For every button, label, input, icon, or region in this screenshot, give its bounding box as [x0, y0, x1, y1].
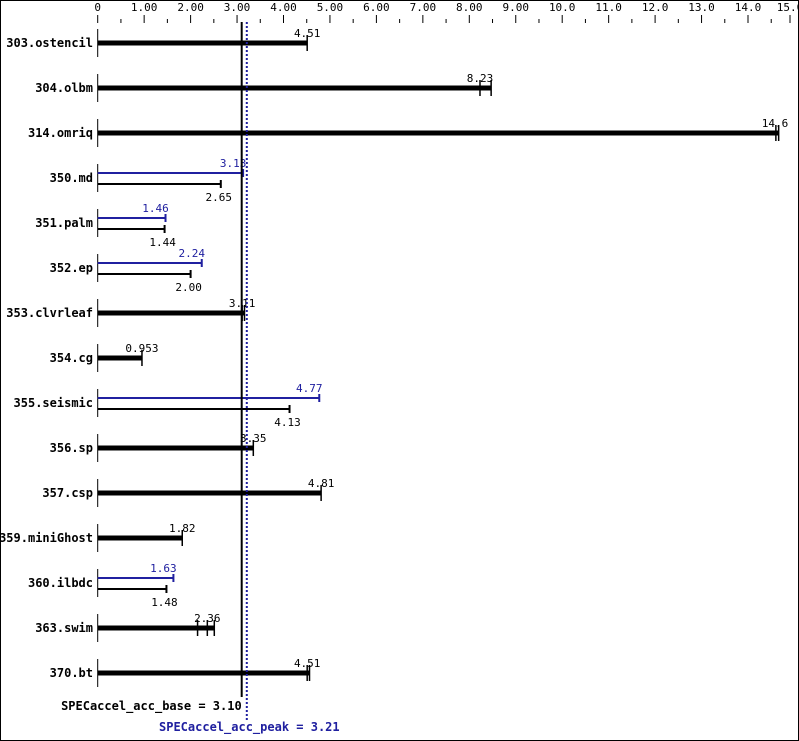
- benchmark-name: 354.cg: [50, 351, 93, 365]
- peak-value-label: 4.77: [296, 382, 323, 395]
- benchmark-name: 304.olbm: [35, 81, 93, 95]
- benchmark-row: 303.ostencil 4.51: [6, 27, 320, 57]
- tick-label: 9.00: [503, 1, 530, 14]
- tick-label: 7.00: [410, 1, 437, 14]
- tick-label: 11.0: [595, 1, 622, 14]
- base-value-label: 2.36: [194, 612, 221, 625]
- benchmark-row: 370.bt 4.51: [50, 657, 321, 687]
- benchmark-row: 304.olbm 8.23: [35, 72, 493, 102]
- x-axis: 0 1.00 2.00 3.00 4.00 5.00 6.00 7.00 8.00 9.00 10.…: [94, 1, 799, 23]
- benchmark-row: 352.ep 2.24 2.00: [50, 247, 206, 294]
- tick-label: 15.0: [777, 1, 799, 14]
- benchmark-row: 351.palm 1.46 1.44: [35, 202, 176, 249]
- benchmark-name: 303.ostencil: [6, 36, 93, 50]
- peak-summary-label: SPECaccel_acc_peak = 3.21: [159, 720, 340, 735]
- benchmark-row: 357.csp 4.81: [42, 477, 334, 507]
- base-value-label: 4.13: [274, 416, 301, 429]
- peak-value-label: 3.13: [220, 157, 247, 170]
- benchmark-name: 357.csp: [42, 486, 93, 500]
- benchmark-name: 351.palm: [35, 216, 93, 230]
- base-value-label: 1.82: [169, 522, 196, 535]
- base-value-label: 0.953: [125, 342, 158, 355]
- base-value-label: 1.44: [149, 236, 176, 249]
- tick-label: 4.00: [270, 1, 297, 14]
- benchmark-row: 354.cg 0.953: [50, 342, 159, 372]
- tick-label: 14.0: [735, 1, 762, 14]
- tick-label: 10.0: [549, 1, 576, 14]
- base-value-label: 14.6: [762, 117, 789, 130]
- tick-label: 13.0: [688, 1, 715, 14]
- tick-label: 8.00: [456, 1, 483, 14]
- benchmark-name: 359.miniGhost: [0, 531, 93, 545]
- benchmark-name: 356.sp: [50, 441, 93, 455]
- base-value-label: 2.65: [206, 191, 233, 204]
- benchmark-name: 314.omriq: [28, 126, 93, 140]
- base-summary-label: SPECaccel_acc_base = 3.10: [61, 699, 242, 714]
- tick-label: 2.00: [177, 1, 204, 14]
- benchmark-name: 360.ilbdc: [28, 576, 93, 590]
- base-value-label: 1.48: [151, 596, 178, 609]
- base-value-label: 8.23: [467, 72, 494, 85]
- benchmark-row: 363.swim 2.36: [35, 612, 221, 642]
- tick-label: 1.00: [131, 1, 158, 14]
- tick-label: 5.00: [317, 1, 344, 14]
- benchmark-row: 359.miniGhost 1.82: [0, 522, 195, 552]
- benchmark-row: 355.seismic 4.77 4.13: [14, 382, 323, 429]
- tick-label: 12.0: [642, 1, 669, 14]
- reference-lines: SPECaccel_acc_base = 3.10 SPECaccel_acc_p…: [61, 22, 340, 735]
- benchmark-name: 355.seismic: [14, 396, 93, 410]
- benchmark-row: 360.ilbdc 1.63 1.48: [28, 562, 178, 609]
- benchmark-name: 352.ep: [50, 261, 93, 275]
- peak-value-label: 2.24: [178, 247, 205, 260]
- benchmark-name: 363.swim: [35, 621, 93, 635]
- peak-value-label: 1.63: [150, 562, 177, 575]
- tick-label: 3.00: [224, 1, 251, 14]
- base-value-label: 4.51: [294, 27, 321, 40]
- base-value-label: 2.00: [175, 281, 202, 294]
- tick-label: 6.00: [363, 1, 390, 14]
- base-value-label: 4.51: [294, 657, 321, 670]
- base-value-label: 4.81: [308, 477, 335, 490]
- tick-label: 0: [94, 1, 101, 14]
- peak-value-label: 1.46: [142, 202, 169, 215]
- benchmark-name: 370.bt: [50, 666, 93, 680]
- benchmark-name: 350.md: [50, 171, 93, 185]
- benchmark-row: 314.omriq 14.6: [28, 117, 788, 147]
- benchmark-row: 350.md 3.13 2.65: [50, 157, 247, 204]
- benchmark-name: 353.clvrleaf: [6, 306, 93, 320]
- benchmark-rows: 303.ostencil 4.51 304.olbm 8.23 314.omriq 14.…: [0, 27, 788, 687]
- base-value-label: 3.35: [240, 432, 267, 445]
